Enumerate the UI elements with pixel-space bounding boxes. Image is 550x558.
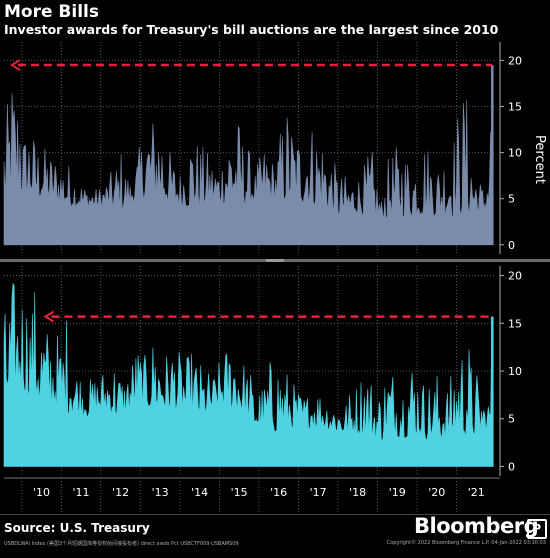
x-tick-label: '16 [270, 486, 287, 499]
arrowhead-icon [10, 59, 21, 71]
latest-value-bar [491, 65, 494, 245]
top-panel: 0 5 10 15 20 Percent [3, 42, 547, 254]
y-tick-label: 10 [508, 147, 522, 160]
chart-subtitle: Investor awards for Treasury's bill auct… [4, 22, 499, 37]
y-axis-title: Percent [532, 135, 547, 184]
x-axis: '10 '11 '12 '13 '14 '15 '16 '17 '18 '19 '20 '21 [4, 477, 500, 512]
latest-value-bar [491, 316, 494, 467]
chart-area: 0 5 10 15 20 Percent 0 5 10 15 20 '10 '11 '12 '13 '14… [0, 42, 550, 512]
x-tick-label: '10 [33, 486, 50, 499]
y-tick-label: 15 [508, 317, 522, 330]
y-tick-label: 0 [508, 460, 515, 473]
footnote-right: Copyright© 2022 Bloomberg Finance L.P. 0… [386, 540, 546, 546]
bloomberg-logo: Bloomberg [414, 514, 539, 538]
panel-resize-handle[interactable] [266, 259, 284, 262]
source-note: Source: U.S. Treasury [4, 521, 150, 535]
footnote-left: USBDLWAI Index (美国3个月短期国库券授权给间接投标者) dire… [4, 541, 239, 547]
bottom-panel: 0 5 10 15 20 [3, 266, 522, 476]
x-tick-label: '11 [73, 486, 90, 499]
y-tick-label: 0 [508, 239, 515, 252]
y-tick-label: 5 [508, 413, 515, 426]
footer-divider [0, 514, 550, 515]
x-tick-label: '15 [231, 486, 248, 499]
y-tick-label: 20 [508, 54, 522, 67]
x-tick-label: '12 [112, 486, 129, 499]
y-tick-label: 10 [508, 365, 522, 378]
x-tick-label: '20 [428, 486, 445, 499]
chart-title: More Bills [4, 2, 99, 22]
badge-icon: P [527, 519, 547, 539]
series-area [3, 93, 494, 246]
arrowhead-icon [43, 310, 55, 323]
y-tick-label: 15 [508, 101, 522, 114]
x-tick-label: '18 [349, 486, 366, 499]
x-tick-label: '13 [152, 486, 169, 499]
x-tick-label: '14 [191, 486, 208, 499]
series-area [3, 283, 494, 467]
x-tick-label: '17 [310, 486, 327, 499]
x-tick-label: '19 [389, 486, 406, 499]
y-tick-label: 20 [508, 270, 522, 283]
x-tick-label: '21 [468, 486, 485, 499]
y-tick-label: 5 [508, 193, 515, 206]
